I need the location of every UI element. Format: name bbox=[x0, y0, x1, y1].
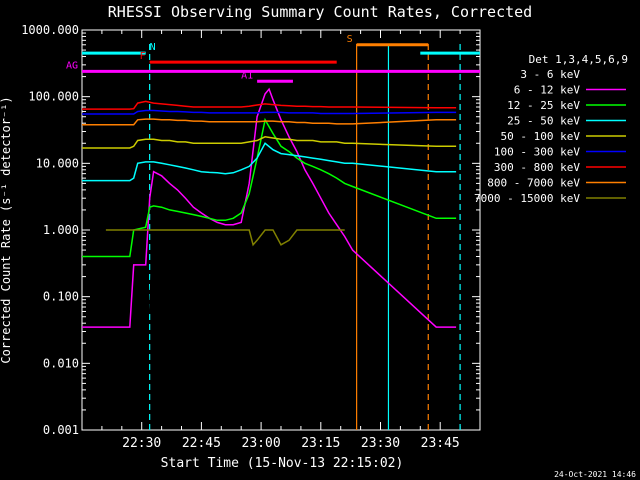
series-line bbox=[82, 117, 457, 258]
y-tick-label: 0.001 bbox=[43, 423, 79, 437]
legend-entry-label: 50 - 100 keV bbox=[501, 130, 581, 143]
plot-area: 1000.000 100.000 10.000 1.000 0.100 0.010 0.00… bbox=[21, 23, 481, 451]
series-line bbox=[82, 118, 457, 126]
chart-title: RHESSI Observing Summary Count Rates, Co… bbox=[108, 3, 532, 21]
series-line bbox=[82, 100, 457, 110]
date-stamp: 24-Oct-2021 14:46 bbox=[554, 470, 636, 479]
x-tick-label: 22:30 bbox=[122, 436, 161, 451]
flag-label: AG bbox=[66, 60, 78, 71]
flag-label: S bbox=[347, 34, 353, 45]
y-tick-label: 10.000 bbox=[36, 156, 79, 170]
legend-title: Det 1,3,4,5,6,9 bbox=[529, 53, 628, 66]
series-line bbox=[82, 87, 457, 328]
legend-entry-label: 6 - 12 keV bbox=[514, 84, 581, 97]
x-tick-label: 23:00 bbox=[242, 436, 281, 451]
series-line bbox=[82, 142, 457, 182]
flag-label: A1 bbox=[241, 70, 253, 81]
y-axis-label: Corrected Count Rate (s⁻¹ detector⁻¹) bbox=[0, 96, 13, 363]
legend: 3 - 6 keV 6 - 12 keV 12 - 25 keV 25 - 50 ke… bbox=[474, 68, 626, 205]
x-axis-label: Start Time (15-Nov-13 22:15:02) bbox=[161, 456, 404, 471]
legend-entry-label: 800 - 7000 keV bbox=[487, 177, 580, 190]
x-tick-label: 22:45 bbox=[182, 436, 221, 451]
legend-entry-label: 300 - 800 keV bbox=[494, 161, 580, 174]
y-tick-label: 0.010 bbox=[43, 356, 79, 370]
flag-label: F bbox=[140, 51, 146, 62]
series-line bbox=[82, 136, 457, 149]
y-tick-label: 1000.000 bbox=[21, 23, 79, 37]
legend-entry-label: 25 - 50 keV bbox=[507, 115, 580, 128]
legend-entry-label: 3 - 6 keV bbox=[520, 68, 580, 81]
x-tick-label: 23:15 bbox=[301, 436, 340, 451]
legend-entry-label: 100 - 300 keV bbox=[494, 146, 580, 159]
legend-entry-label: 12 - 25 keV bbox=[507, 99, 580, 112]
flag-label: N bbox=[150, 42, 156, 53]
x-tick-label: 23:45 bbox=[421, 436, 460, 451]
series-line bbox=[105, 229, 345, 247]
y-tick-label: 1.000 bbox=[43, 223, 79, 237]
legend-entry-label: 7000 - 15000 keV bbox=[474, 192, 580, 205]
y-tick-label: 100.000 bbox=[28, 90, 79, 104]
series-line bbox=[148, 162, 354, 312]
x-tick-label: 23:30 bbox=[361, 436, 400, 451]
y-tick-label: 0.100 bbox=[43, 290, 79, 304]
series-line bbox=[82, 109, 457, 115]
